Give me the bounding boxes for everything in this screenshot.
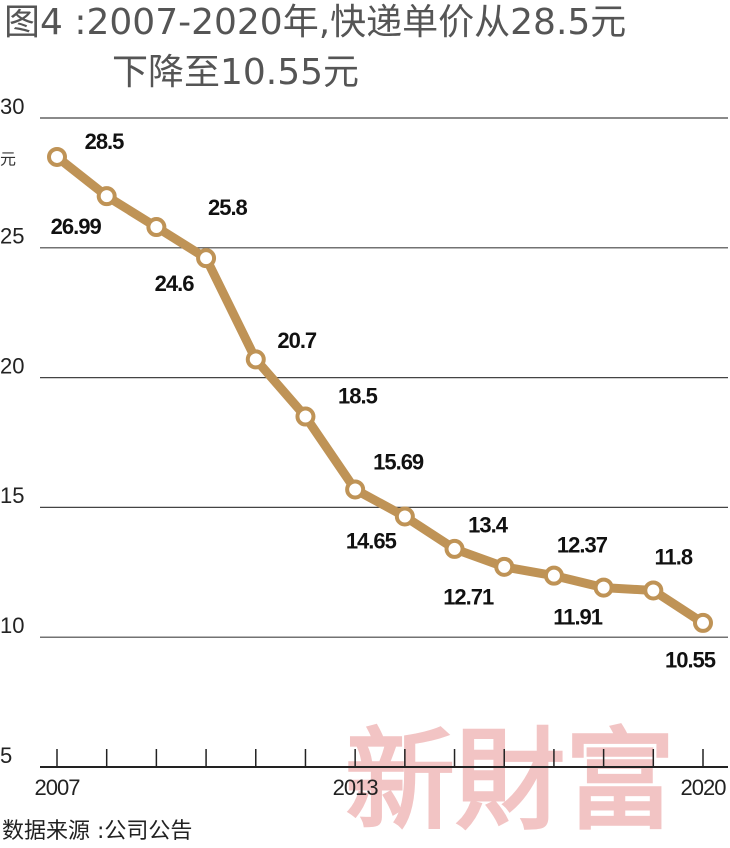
data-label: 26.99 xyxy=(51,214,102,239)
x-tick-label: 2013 xyxy=(333,775,379,800)
y-tick-label: 25 xyxy=(0,224,24,249)
data-label: 15.69 xyxy=(373,449,424,474)
data-label: 10.55 xyxy=(665,648,716,673)
marker xyxy=(47,146,67,167)
marker xyxy=(693,612,713,633)
data-label: 11.91 xyxy=(553,604,603,629)
y-tick-label: 15 xyxy=(0,483,24,508)
y-tick-label: 20 xyxy=(0,353,24,378)
data-label: 20.7 xyxy=(277,328,317,353)
y-tick-label: 10 xyxy=(0,613,24,638)
x-tick-label: 2007 xyxy=(35,775,81,800)
data-label: 18.5 xyxy=(338,383,378,408)
marker xyxy=(394,506,415,527)
y-tick-label: 30 xyxy=(0,94,24,119)
data-label: 14.65 xyxy=(346,528,397,553)
chart-title: 图4 :2007-2020年,快递单价从28.5元 xyxy=(4,2,626,43)
marker xyxy=(96,186,117,207)
data-label: 12.71 xyxy=(443,585,494,610)
marker xyxy=(444,538,465,559)
data-label: 28.5 xyxy=(85,129,125,154)
data-label: 25.8 xyxy=(208,195,248,220)
y-tick-label: 5 xyxy=(0,743,12,768)
marker xyxy=(295,406,316,427)
marker xyxy=(345,479,366,500)
data-label: 24.6 xyxy=(155,271,195,296)
marker xyxy=(245,349,266,370)
data-label: 12.37 xyxy=(557,532,608,557)
source: 数据来源 :公司公告 xyxy=(2,819,192,844)
y-unit: 元 xyxy=(0,150,16,169)
marker xyxy=(593,577,614,598)
marker xyxy=(494,556,515,577)
marker xyxy=(196,248,217,269)
data-label: 11.8 xyxy=(655,544,693,569)
x-tick-label: 2020 xyxy=(681,775,727,800)
marker xyxy=(543,565,564,586)
data-label: 13.4 xyxy=(468,513,509,538)
watermark: 新財富 xyxy=(345,716,675,845)
marker xyxy=(643,580,664,601)
chart-subtitle: 下降至10.55元 xyxy=(112,52,359,93)
marker xyxy=(146,217,167,238)
